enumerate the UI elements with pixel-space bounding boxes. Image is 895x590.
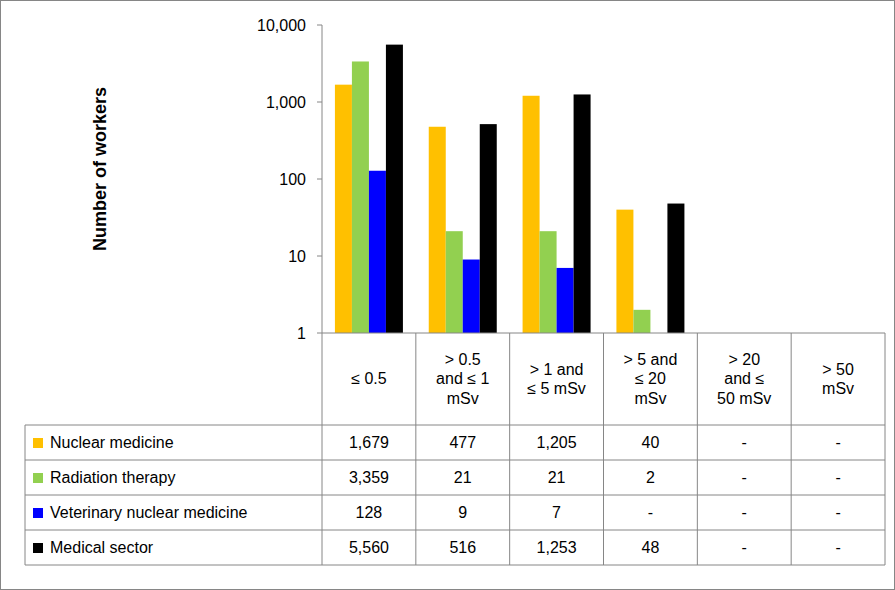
table-value: - [791, 530, 885, 565]
y-tick [317, 256, 322, 257]
table-line [25, 565, 885, 566]
table-value: 516 [416, 530, 510, 565]
category-cell: > 50 mSv [791, 333, 885, 425]
legend-swatch [33, 438, 43, 448]
bar [540, 231, 557, 333]
table-value: 7 [510, 495, 604, 530]
category-cell: > 1 and ≤ 5 mSv [510, 333, 604, 425]
category-cell: > 0.5 and ≤ 1 mSv [416, 333, 510, 425]
table-value: 48 [604, 530, 698, 565]
legend-swatch [33, 473, 43, 483]
legend-label: Medical sector [50, 539, 153, 557]
category-cell: > 5 and ≤ 20 mSv [604, 333, 698, 425]
legend-label: Radiation therapy [50, 469, 175, 487]
table-value: 477 [416, 425, 510, 460]
table-line [25, 425, 26, 565]
category-cell: > 20 and ≤ 50 mSv [697, 333, 791, 425]
table-line [322, 333, 323, 565]
table-value: 9 [416, 495, 510, 530]
legend-entry: Radiation therapy [33, 460, 175, 495]
bar [386, 45, 403, 333]
y-tick [317, 333, 322, 334]
legend-label: Nuclear medicine [50, 434, 174, 452]
table-value: - [697, 460, 791, 495]
table-value: 128 [322, 495, 416, 530]
bar [369, 171, 386, 333]
table-line [885, 333, 886, 565]
table-value: - [791, 425, 885, 460]
table-line [697, 333, 698, 565]
y-tick [317, 102, 322, 103]
table-line [603, 333, 604, 565]
bar [633, 310, 650, 333]
bar [480, 124, 497, 333]
table-value: - [604, 495, 698, 530]
bar [352, 61, 369, 333]
table-value: 3,359 [322, 460, 416, 495]
table-value: 5,560 [322, 530, 416, 565]
table-value: - [791, 460, 885, 495]
y-tick [317, 25, 322, 26]
table-value: 21 [510, 460, 604, 495]
y-tick-label: 10,000 [257, 17, 306, 34]
y-tick [317, 179, 322, 180]
table-value: 1,205 [510, 425, 604, 460]
y-tick-label: 1,000 [266, 94, 306, 111]
table-line [25, 425, 885, 426]
table-line [25, 495, 885, 496]
table-value: - [697, 425, 791, 460]
bar [616, 210, 633, 333]
legend-swatch [33, 543, 43, 553]
category-label: > 50 mSv [807, 360, 869, 398]
category-label: > 1 and ≤ 5 mSv [526, 360, 588, 398]
bars [335, 45, 685, 333]
legend-entry: Medical sector [33, 530, 153, 565]
table-line [509, 333, 510, 565]
table-line [25, 460, 885, 461]
table-value: 21 [416, 460, 510, 495]
y-tick-label: 100 [279, 171, 306, 188]
y-axis-title: Number of workers [90, 87, 110, 251]
category-label: ≤ 0.5 [338, 369, 400, 388]
table-line [25, 530, 885, 531]
bar [574, 94, 591, 333]
y-tick-label: 10 [288, 248, 306, 265]
table-line [415, 333, 416, 565]
category-label: > 0.5 and ≤ 1 mSv [432, 350, 494, 408]
legend-swatch [33, 508, 43, 518]
table-value: - [791, 495, 885, 530]
table-value: 40 [604, 425, 698, 460]
table-value: - [697, 530, 791, 565]
table-value: 2 [604, 460, 698, 495]
bar [463, 260, 480, 333]
table-value: 1,253 [510, 530, 604, 565]
bar [667, 204, 684, 333]
y-tick-label: 1 [297, 325, 306, 342]
bar [335, 85, 352, 333]
chart-svg: 1 10 100 1,000 10,000 Number of workers [0, 0, 895, 590]
legend-label: Veterinary nuclear medicine [50, 504, 247, 522]
bar [523, 96, 540, 333]
bar [557, 268, 574, 333]
table-value: 1,679 [322, 425, 416, 460]
category-label: > 5 and ≤ 20 mSv [619, 350, 681, 408]
chart-root: 1 10 100 1,000 10,000 Number of workers ≤ 0.5 >… [0, 0, 895, 590]
bar [429, 127, 446, 333]
category-label: > 20 and ≤ 50 mSv [713, 350, 775, 408]
bar [446, 231, 463, 333]
legend-entry: Veterinary nuclear medicine [33, 495, 247, 530]
legend-entry: Nuclear medicine [33, 425, 174, 460]
category-cell: ≤ 0.5 [322, 333, 416, 425]
table-line [791, 333, 792, 565]
table-value: - [697, 495, 791, 530]
